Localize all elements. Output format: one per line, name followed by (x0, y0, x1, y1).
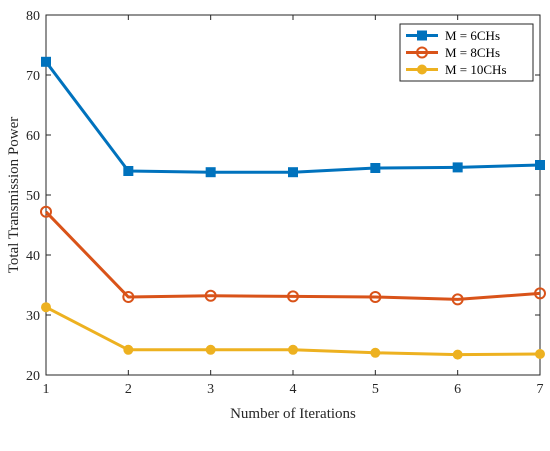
data-point (370, 163, 381, 173)
y-tick-label: 60 (26, 129, 40, 144)
legend-label: M = 10CHs (445, 62, 507, 77)
x-tick-label: 2 (125, 382, 132, 397)
data-point (123, 344, 134, 355)
data-point (123, 166, 134, 176)
data-point (205, 167, 216, 178)
legend-label: M = 8CHs (445, 45, 500, 60)
x-tick-label: 7 (537, 382, 544, 397)
series-2 (40, 205, 546, 306)
data-point (535, 349, 545, 359)
axis-ticks: 1 2 3 4 5 6 7 20 30 40 50 60 70 80 (26, 9, 544, 397)
data-point (122, 291, 135, 303)
data-point (534, 287, 546, 300)
x-tick-label: 4 (290, 382, 297, 397)
data-point (287, 290, 299, 303)
y-tick-label: 40 (26, 249, 40, 264)
x-tick-label: 3 (207, 382, 214, 397)
data-point (41, 56, 51, 67)
data-point (535, 160, 545, 170)
data-point (41, 302, 51, 313)
data-point (452, 349, 463, 360)
data-point (452, 162, 463, 173)
data-point (288, 344, 298, 355)
series-1 (41, 56, 545, 178)
data-point (205, 344, 216, 355)
series-3 (41, 302, 545, 360)
x-axis-label: Number of Iterations (230, 406, 356, 422)
x-tick-label: 5 (372, 382, 379, 397)
legend-label: M = 6CHs (445, 28, 500, 43)
legend: M = 6CHs M = 8CHs M = 10CHs (399, 23, 534, 82)
data-point (369, 291, 382, 303)
legend-entry: M = 6CHs (406, 28, 500, 43)
x-tick-label: 6 (454, 382, 461, 397)
data-point (370, 347, 381, 358)
y-tick-label: 80 (26, 9, 40, 24)
data-point (204, 289, 217, 302)
series-line (44, 210, 541, 301)
legend-entry: M = 10CHs (406, 62, 507, 77)
legend-entry: M = 8CHs (406, 45, 500, 60)
x-tick-label: 1 (43, 382, 50, 397)
data-point (288, 167, 298, 178)
data-point (451, 293, 464, 306)
series-layer (40, 56, 546, 360)
y-tick-label: 20 (26, 369, 40, 384)
y-axis-label: Total Transmission Power (6, 117, 22, 273)
y-tick-label: 30 (26, 309, 40, 324)
legend-marker (417, 30, 427, 41)
legend-marker (417, 64, 427, 75)
legend-marker (416, 46, 428, 59)
data-point (40, 205, 52, 218)
y-tick-label: 70 (26, 69, 40, 84)
y-tick-label: 50 (26, 189, 40, 204)
